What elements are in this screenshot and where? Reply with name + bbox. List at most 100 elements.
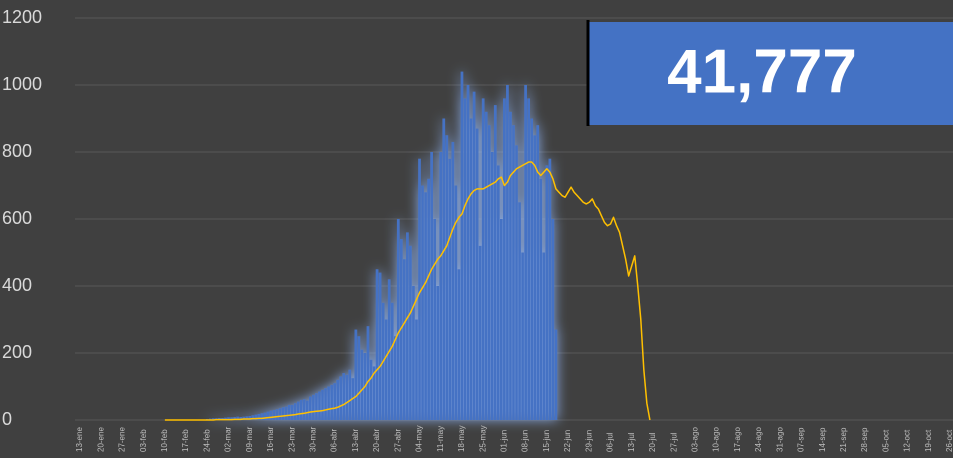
- bar: [493, 105, 497, 420]
- bar: [245, 416, 249, 420]
- bar: [357, 336, 361, 420]
- y-tick-label: 0: [2, 409, 12, 429]
- x-tick-label: 25-may: [478, 425, 487, 452]
- bar: [251, 415, 255, 420]
- bar: [360, 349, 364, 420]
- bar: [272, 409, 276, 420]
- bar: [390, 302, 394, 420]
- bar: [521, 252, 524, 420]
- bar: [387, 279, 391, 420]
- x-tick-label: 27-ene: [118, 427, 127, 452]
- x-tick-label: 19-oct: [924, 429, 933, 452]
- x-tick-label: 27-jul: [669, 432, 678, 452]
- bar: [290, 404, 294, 420]
- bar: [393, 336, 397, 420]
- bar: [433, 219, 437, 420]
- x-tick-label: 17-feb: [181, 429, 190, 452]
- bar: [233, 416, 236, 420]
- bar: [451, 141, 455, 420]
- bar: [333, 383, 336, 420]
- x-tick-label: 05-oct: [881, 429, 890, 452]
- bar: [454, 185, 458, 420]
- bar: [227, 417, 230, 420]
- bar: [315, 393, 318, 420]
- x-tick-label: 13-abr: [351, 429, 360, 452]
- x-tick-label: 26-oct: [945, 429, 953, 452]
- y-tick-label: 1000: [2, 74, 42, 94]
- bar: [327, 386, 330, 420]
- y-tick-label: 200: [2, 342, 32, 362]
- x-tick-label: 13-ene: [75, 427, 84, 452]
- bar: [515, 145, 518, 421]
- bar: [439, 152, 443, 420]
- bar: [239, 416, 243, 420]
- bar: [533, 135, 537, 420]
- bar: [518, 202, 521, 420]
- x-tick-label: 23-mar: [287, 426, 296, 452]
- x-tick-label: 13-jul: [627, 432, 636, 452]
- bar: [445, 135, 449, 420]
- bar: [530, 118, 534, 420]
- bar: [402, 259, 406, 420]
- bar: [305, 400, 309, 420]
- x-tick-label: 31-ago: [775, 427, 784, 452]
- x-tick-label: 18-may: [457, 425, 466, 452]
- x-tick-label: 04-may: [415, 425, 424, 452]
- bar: [478, 245, 482, 420]
- x-tick-label: 30-mar: [309, 426, 318, 452]
- bar: [354, 329, 358, 420]
- x-tick-label: 12-oct: [903, 429, 912, 452]
- y-tick-label: 600: [2, 208, 32, 228]
- bar: [375, 269, 379, 420]
- bar: [460, 71, 464, 420]
- bar: [430, 152, 434, 420]
- bar: [263, 412, 267, 420]
- bar: [284, 406, 288, 420]
- bar: [396, 219, 400, 420]
- bar: [296, 401, 300, 420]
- bar: [342, 373, 346, 420]
- x-tick-label: 27-abr: [393, 429, 402, 452]
- bar: [330, 384, 333, 420]
- bar: [539, 178, 543, 420]
- x-tick-label: 20-abr: [372, 429, 381, 452]
- x-tick-label: 09-mar: [245, 426, 254, 452]
- bar: [281, 407, 285, 420]
- bar: [278, 408, 282, 420]
- bar: [366, 326, 370, 420]
- bar: [551, 219, 555, 420]
- bar: [293, 403, 297, 420]
- bar: [309, 396, 312, 420]
- bar: [512, 125, 515, 420]
- bar: [230, 417, 233, 420]
- bar: [466, 85, 470, 420]
- x-tick-label: 28-sep: [860, 427, 869, 452]
- bar: [412, 286, 415, 420]
- y-tick-label: 1200: [2, 7, 42, 27]
- x-tick-label: 03-ago: [690, 427, 699, 452]
- x-tick-label: 20-jul: [648, 432, 657, 452]
- x-tick-label: 24-ago: [754, 427, 763, 452]
- x-tick-label: 20-ene: [96, 427, 105, 452]
- bar: [248, 415, 252, 420]
- callout-value: 41,777: [667, 37, 857, 106]
- x-tick-label: 06-abr: [330, 429, 339, 452]
- x-tick-label: 24-feb: [202, 429, 211, 452]
- bar: [427, 178, 430, 420]
- line: [164, 161, 651, 421]
- bar: [415, 319, 418, 420]
- bar: [406, 232, 409, 420]
- bar: [554, 329, 558, 420]
- x-tick-label: 14-sep: [818, 427, 827, 452]
- bar: [542, 252, 546, 420]
- bar: [421, 185, 424, 420]
- bar: [524, 85, 527, 420]
- bar: [548, 158, 552, 420]
- bar: [499, 219, 503, 420]
- bar-group: [205, 71, 558, 421]
- bar: [469, 118, 473, 420]
- bar: [339, 376, 343, 420]
- bar: [418, 158, 421, 420]
- bar: [506, 85, 509, 420]
- x-tick-label: 17-ago: [733, 427, 742, 452]
